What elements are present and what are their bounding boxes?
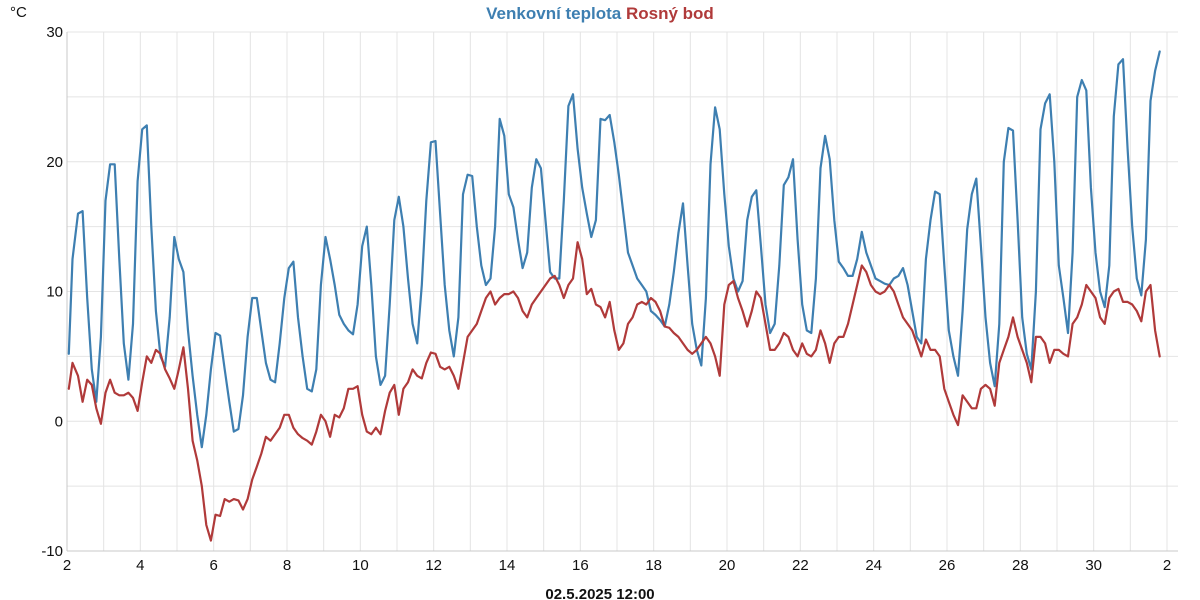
legend: Venkovní teplota Rosný bod <box>486 4 714 23</box>
x-tick-label: 4 <box>136 557 144 574</box>
x-tick-label: 26 <box>939 557 956 574</box>
y-tick-label: 10 <box>46 284 63 301</box>
x-tick-label: 12 <box>425 557 442 574</box>
x-tick-label: 30 <box>1085 557 1102 574</box>
x-tick-label: 2 <box>63 557 71 574</box>
y-axis-unit-label: °C <box>10 4 27 21</box>
x-tick-label: 8 <box>283 557 291 574</box>
x-tick-label: 24 <box>865 557 882 574</box>
x-tick-label: 6 <box>209 557 217 574</box>
series-lines <box>67 50 1161 542</box>
x-tick-label: 18 <box>645 557 662 574</box>
x-tick-label: 2 <box>1163 557 1171 574</box>
x-tick-label: 16 <box>572 557 589 574</box>
y-axis-ticks: -10 0 10 20 30 <box>41 24 63 560</box>
x-axis-label: 02.5.2025 12:00 <box>545 586 654 600</box>
legend-series-outdoor-temperature: Venkovní teplota <box>486 4 622 23</box>
x-tick-label: 14 <box>499 557 516 574</box>
x-tick-label: 10 <box>352 557 369 574</box>
y-tick-label: 30 <box>46 24 63 41</box>
series-line-outdoor-temperature <box>67 50 1161 449</box>
x-tick-label: 22 <box>792 557 809 574</box>
x-tick-label: 20 <box>719 557 736 574</box>
y-tick-label: 0 <box>55 413 63 430</box>
x-axis-ticks: 2 4 6 8 10 12 14 16 18 20 22 24 26 28 30 2 <box>63 557 1171 574</box>
grid <box>66 31 1178 552</box>
series-line-dew-point <box>67 241 1161 542</box>
y-tick-label: -10 <box>41 543 63 560</box>
y-tick-label: 20 <box>46 154 63 171</box>
x-tick-label: 28 <box>1012 557 1029 574</box>
legend-series-dew-point: Rosný bod <box>626 4 714 23</box>
